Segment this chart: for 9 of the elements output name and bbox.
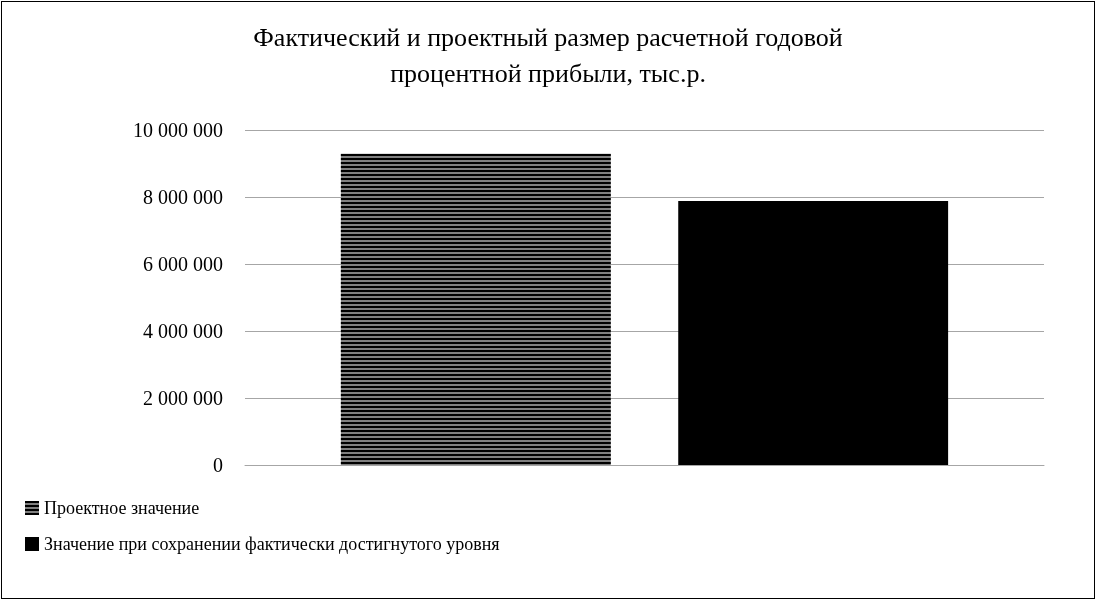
y-tick-label: 4 000 000 [143,320,223,342]
y-tick-label: 6 000 000 [143,253,223,275]
y-tick-label: 10 000 000 [133,119,223,141]
legend-label: Значение при сохранении фактически достигнутого уровня [44,534,500,554]
legend-label: Проектное значение [44,498,200,518]
y-tick-label: 0 [213,454,223,476]
y-tick-label: 8 000 000 [143,186,223,208]
y-tick-label: 2 000 000 [143,387,223,409]
chart-title: Фактический и проектный размер расчетной годовой процентной прибыли, тыс.р. [253,22,843,88]
